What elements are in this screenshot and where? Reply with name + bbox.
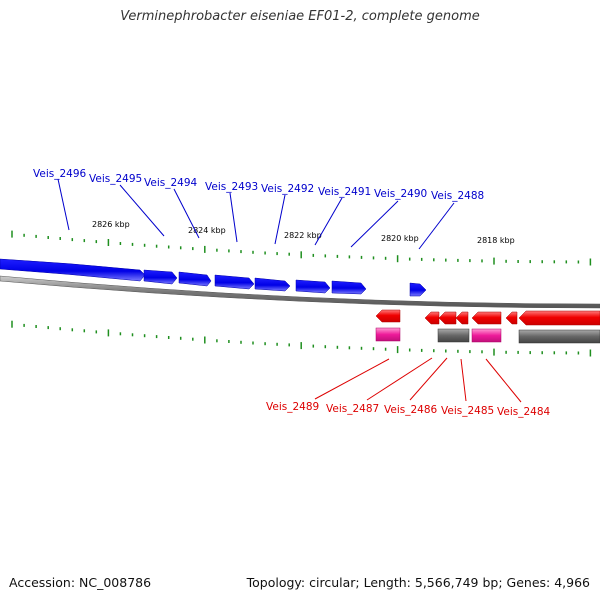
forward-gene-veis-2492[interactable] [254, 277, 291, 292]
label-veis-2492[interactable]: Veis_2492 [261, 183, 314, 195]
leader-veis-2484 [485, 358, 522, 403]
label-veis-2494[interactable]: Veis_2494 [144, 177, 198, 189]
leader-veis-2488 [418, 202, 455, 250]
leader-veis-2486 [409, 357, 448, 401]
scale-label-2820: 2820 kbp [381, 234, 419, 243]
pink-feature-2[interactable] [471, 328, 502, 343]
reverse-gene-veis-2487-a[interactable] [424, 311, 440, 325]
forward-gene-veis-2496[interactable] [0, 258, 146, 282]
reverse-strand-genes [375, 309, 600, 326]
forward-strand-genes [0, 258, 427, 297]
scale-label-2824: 2824 kbp [188, 226, 226, 235]
forward-gene-veis-2488[interactable] [409, 282, 427, 297]
label-veis-2496[interactable]: Veis_2496 [33, 168, 87, 180]
reverse-gene-veis-2489[interactable] [375, 309, 401, 323]
scale-label-2818: 2818 kbp [477, 236, 515, 245]
leader-veis-2495 [119, 184, 165, 237]
reverse-gene-veis-2484-b[interactable] [518, 310, 600, 326]
scale-label-2822: 2822 kbp [284, 231, 322, 240]
lower-scale-ticks [11, 320, 592, 357]
accession-text: Accession: NC_008786 [9, 575, 152, 590]
scale-labels: 2826 kbp 2824 kbp 2822 kbp 2820 kbp 2818… [92, 220, 515, 245]
leader-veis-2496 [57, 178, 70, 231]
reverse-gene-veis-2485[interactable] [471, 311, 502, 325]
reverse-gene-veis-2487-b[interactable] [438, 311, 457, 325]
label-veis-2490[interactable]: Veis_2490 [374, 188, 427, 200]
forward-gene-labels: Veis_2496 Veis_2495 Veis_2494 Veis_2493 … [33, 168, 484, 202]
forward-gene-veis-2491[interactable] [295, 279, 331, 294]
leader-veis-2492 [274, 194, 286, 245]
leader-veis-2489 [314, 358, 390, 400]
reverse-gene-veis-2486[interactable] [455, 311, 469, 325]
leader-veis-2490 [350, 200, 399, 248]
gray-feature-2[interactable] [518, 329, 600, 344]
leader-veis-2494 [173, 188, 200, 239]
leader-veis-2493 [229, 192, 238, 243]
forward-gene-veis-2493[interactable] [214, 274, 255, 290]
forward-gene-veis-2494[interactable] [178, 271, 212, 287]
label-veis-2489[interactable]: Veis_2489 [266, 401, 319, 413]
leader-veis-2491 [314, 197, 343, 246]
genome-stats-text: Topology: circular; Length: 5,566,749 bp… [246, 575, 590, 590]
label-veis-2484[interactable]: Veis_2484 [497, 406, 551, 418]
leader-veis-2485 [460, 358, 467, 402]
label-veis-2488[interactable]: Veis_2488 [431, 190, 484, 202]
label-veis-2486[interactable]: Veis_2486 [384, 404, 438, 416]
feature-blocks [375, 327, 600, 344]
forward-gene-veis-2490[interactable] [331, 280, 367, 295]
label-veis-2485[interactable]: Veis_2485 [441, 405, 494, 417]
pink-feature-1[interactable] [375, 327, 401, 342]
reverse-gene-veis-2484-a[interactable] [505, 311, 518, 325]
label-veis-2493[interactable]: Veis_2493 [205, 181, 258, 193]
gray-feature-1[interactable] [437, 328, 470, 343]
leader-veis-2487 [366, 357, 433, 401]
genome-title: Verminephrobacter eiseniae EF01-2, compl… [120, 9, 480, 24]
genome-backbone [0, 275, 600, 309]
reverse-gene-labels: Veis_2489 Veis_2487 Veis_2486 Veis_2485 … [266, 401, 551, 418]
upper-scale-ticks [11, 230, 592, 266]
reverse-gene-leaders [314, 357, 522, 403]
label-veis-2491[interactable]: Veis_2491 [318, 186, 371, 198]
label-veis-2495[interactable]: Veis_2495 [89, 173, 142, 185]
label-veis-2487[interactable]: Veis_2487 [326, 403, 379, 415]
scale-label-2826: 2826 kbp [92, 220, 130, 229]
forward-gene-leaders [57, 178, 455, 250]
forward-gene-veis-2495[interactable] [143, 269, 178, 285]
